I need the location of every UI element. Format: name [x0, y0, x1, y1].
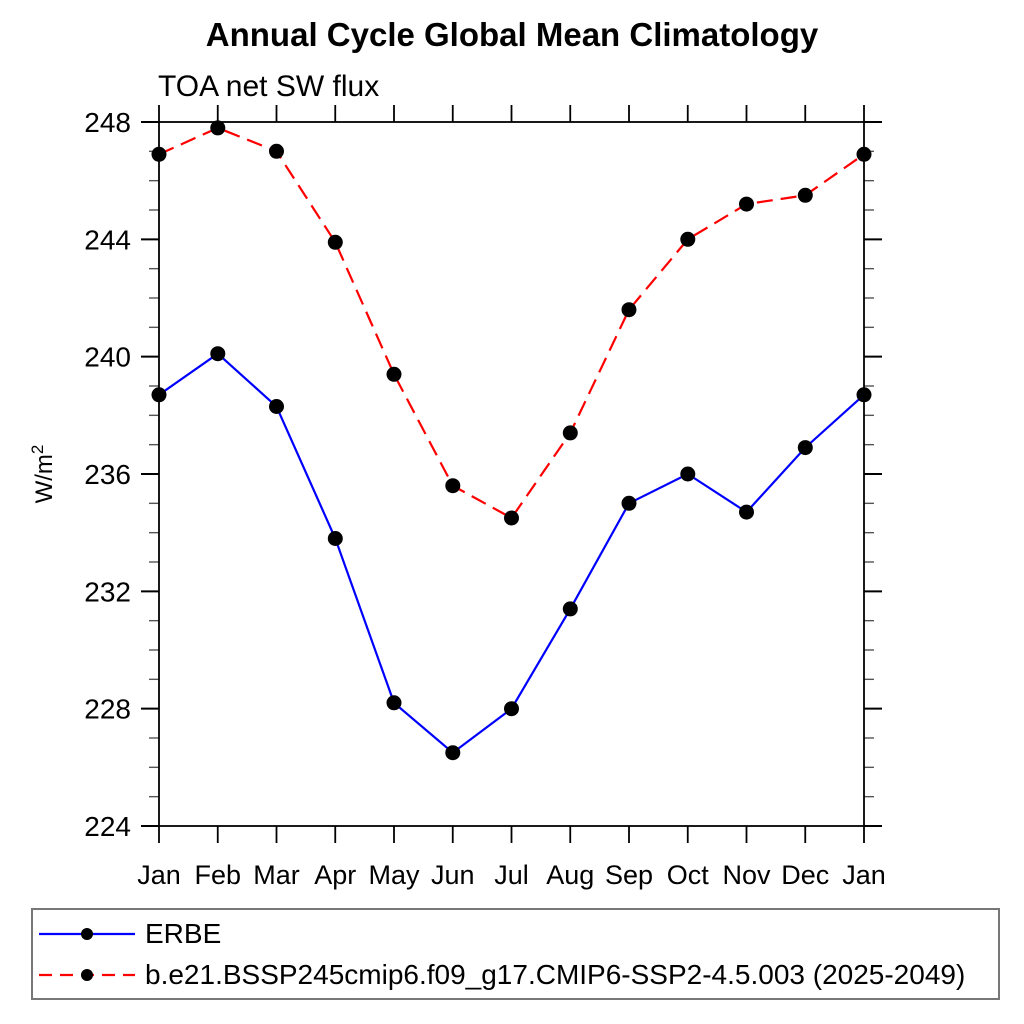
erbe-data-point-marker [386, 695, 402, 711]
x-axis-month-label: Dec [781, 860, 829, 890]
legend-item-model: b.e21.BSSP245cmip6.f09_g17.CMIP6-SSP2-4.… [37, 954, 998, 995]
ssp245-model-data-point-marker [856, 146, 872, 162]
y-axis-tick-label: 236 [84, 459, 131, 490]
y-axis-tick-label: 240 [84, 342, 131, 373]
legend: ERBE b.e21.BSSP245cmip6.f09_g17.CMIP6-SS… [31, 908, 1000, 1000]
erbe-data-point-marker [621, 495, 637, 511]
x-axis-month-label: Jan [137, 860, 181, 890]
y-axis-title: W/m2 [28, 445, 58, 504]
ssp245-model-line [158, 126, 865, 520]
erbe-data-point-marker [680, 466, 696, 482]
legend-item-erbe: ERBE [37, 913, 998, 954]
erbe-line [158, 352, 865, 755]
legend-label-model: b.e21.BSSP245cmip6.f09_g17.CMIP6-SSP2-4.… [145, 958, 966, 990]
ssp245-model-data-point-marker [739, 196, 754, 212]
chart-title: Annual Cycle Global Mean Climatology [205, 16, 819, 53]
erbe-data-point-marker [797, 440, 813, 456]
ssp245-model-data-point-marker [562, 425, 578, 441]
x-axis-month-label: May [368, 860, 420, 890]
x-axis-month-label: Sep [605, 860, 653, 890]
ssp245-model-data-point-marker [621, 302, 637, 318]
y-axis-tick-label: 224 [84, 811, 131, 842]
ssp245-model-data-point-marker [445, 478, 461, 494]
ssp245-model-data-point-marker [269, 143, 284, 159]
ssp245-model-data-point-marker [680, 231, 696, 247]
ssp245-model-data-point-marker [386, 366, 402, 382]
legend-label-erbe: ERBE [145, 917, 222, 949]
x-axis-month-label: Oct [667, 860, 710, 890]
y-axis-tick-label: 232 [84, 576, 131, 607]
ssp245-model-data-point-marker [151, 146, 167, 162]
erbe-data-point-marker [739, 504, 754, 520]
x-axis-month-label: Feb [194, 860, 241, 890]
legend-marker-erbe [81, 927, 93, 940]
y-axis-tick-label: 228 [84, 694, 131, 725]
erbe-data-point-marker [151, 387, 167, 403]
ssp245-model-data-point-marker [210, 120, 226, 136]
erbe-data-point-marker [445, 745, 461, 761]
x-axis-month-label: Jul [494, 860, 529, 890]
ssp245-model-data-point-marker [797, 187, 813, 203]
x-axis-month-label: Jan [842, 860, 886, 890]
legend-sample-model [39, 968, 135, 981]
legend-marker-model [81, 968, 93, 981]
plot-border [158, 121, 865, 827]
chart-subtitle: TOA net SW flux [158, 70, 380, 103]
x-axis-month-label: Apr [314, 860, 356, 890]
ssp245-model-data-point-marker [504, 510, 519, 526]
y-axis-tick-label: 248 [84, 107, 131, 138]
erbe-data-point-marker [210, 346, 226, 362]
erbe-data-point-marker [856, 387, 872, 403]
ssp245-model-data-point-marker [327, 234, 343, 250]
x-axis-month-label: Jun [431, 860, 475, 890]
x-axis-month-label: Nov [722, 860, 771, 890]
erbe-data-point-marker [327, 531, 343, 546]
x-axis-month-label: Mar [253, 860, 300, 890]
erbe-data-point-marker [562, 601, 578, 617]
y-axis-tick-label: 244 [84, 224, 131, 255]
x-axis-month-label: Aug [546, 860, 594, 890]
legend-sample-erbe [39, 927, 135, 940]
erbe-data-point-marker [504, 701, 519, 717]
erbe-data-point-marker [269, 399, 284, 414]
